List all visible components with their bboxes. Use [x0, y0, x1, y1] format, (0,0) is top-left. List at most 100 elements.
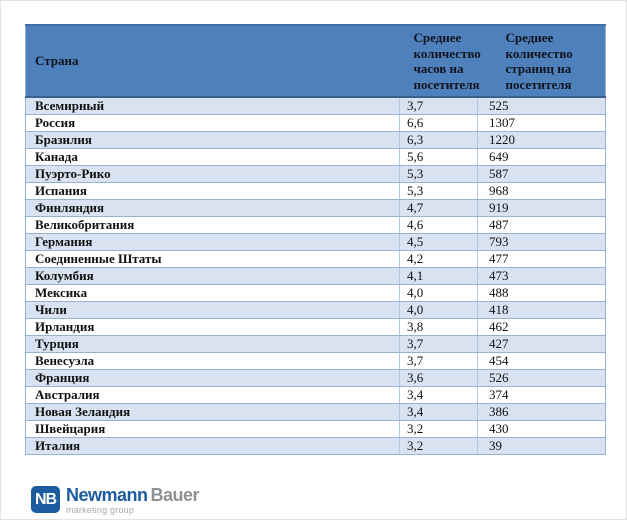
- cell-hours: 5,3: [399, 165, 478, 183]
- cell-pages: 418: [477, 301, 606, 319]
- cell-pages: 649: [477, 148, 606, 166]
- table-row: Венесуэла 3,7 454: [25, 352, 606, 370]
- cell-pages: 427: [477, 335, 606, 353]
- cell-pages: 386: [477, 403, 606, 421]
- cell-country: Соединенные Штаты: [25, 250, 400, 268]
- cell-country: Канада: [25, 148, 400, 166]
- cell-hours: 3,7: [399, 96, 478, 115]
- table-row: Соединенные Штаты 4,2 477: [25, 250, 606, 268]
- table-row: Германия 4,5 793: [25, 233, 606, 251]
- table-row: Россия 6,6 1307: [25, 114, 606, 132]
- logo-name-primary: Newmann: [66, 485, 148, 505]
- cell-pages: 487: [477, 216, 606, 234]
- newmann-bauer-logo: NB Newmann Bauer marketing group: [31, 485, 200, 515]
- cell-pages: 968: [477, 182, 606, 200]
- cell-pages: 587: [477, 165, 606, 183]
- table-row: Новая Зеландия 3,4 386: [25, 403, 606, 421]
- table-row: Всемирный 3,7 525: [25, 96, 606, 115]
- cell-country: Мексика: [25, 284, 400, 302]
- cell-country: Германия: [25, 233, 400, 251]
- cell-country: Ирландия: [25, 318, 400, 336]
- cell-pages: 526: [477, 369, 606, 387]
- cell-hours: 6,3: [399, 131, 478, 149]
- cell-hours: 6,6: [399, 114, 478, 132]
- cell-country: Россия: [25, 114, 400, 132]
- cell-pages: 1220: [477, 131, 606, 149]
- cell-country: Италия: [25, 437, 400, 455]
- table-row: Колумбия 4,1 473: [25, 267, 606, 285]
- cell-hours: 3,6: [399, 369, 478, 387]
- cell-pages: 525: [477, 96, 606, 115]
- cell-hours: 4,6: [399, 216, 478, 234]
- header-row: Страна Среднее количество часов на посет…: [25, 24, 606, 98]
- cell-pages: 477: [477, 250, 606, 268]
- cell-hours: 4,2: [399, 250, 478, 268]
- table-row: Ирландия 3,8 462: [25, 318, 606, 336]
- table-row: Финляндия 4,7 919: [25, 199, 606, 217]
- table-body: Всемирный 3,7 525 Россия 6,6 1307 Бразилия 6,3 1…: [25, 96, 606, 455]
- cell-pages: 374: [477, 386, 606, 404]
- cell-country: Бразилия: [25, 131, 400, 149]
- column-header-avg-hours: Среднее количество часов на посетителя: [399, 24, 481, 98]
- cell-hours: 4,0: [399, 301, 478, 319]
- table-row: Мексика 4,0 488: [25, 284, 606, 302]
- column-header-country: Страна: [25, 24, 400, 98]
- cell-hours: 3,7: [399, 335, 478, 353]
- cell-country: Финляндия: [25, 199, 400, 217]
- logo-tagline: marketing group: [66, 505, 135, 515]
- cell-pages: 919: [477, 199, 606, 217]
- cell-pages: 488: [477, 284, 606, 302]
- cell-pages: 473: [477, 267, 606, 285]
- table-row: Великобритания 4,6 487: [25, 216, 606, 234]
- cell-pages: 454: [477, 352, 606, 370]
- cell-pages: 793: [477, 233, 606, 251]
- cell-hours: 4,0: [399, 284, 478, 302]
- table-row: Франция 3,6 526: [25, 369, 606, 387]
- cell-country: Франция: [25, 369, 400, 387]
- logo-name-secondary: Bauer: [150, 485, 200, 505]
- cell-hours: 4,7: [399, 199, 478, 217]
- cell-country: Колумбия: [25, 267, 400, 285]
- cell-country: Венесуэла: [25, 352, 400, 370]
- table-row: Чили 4,0 418: [25, 301, 606, 319]
- cell-country: Австралия: [25, 386, 400, 404]
- cell-hours: 3,4: [399, 386, 478, 404]
- cell-hours: 3,8: [399, 318, 478, 336]
- cell-country: Турция: [25, 335, 400, 353]
- table-row: Турция 3,7 427: [25, 335, 606, 353]
- cell-country: Пуэрто-Рико: [25, 165, 400, 183]
- cell-hours: 3,2: [399, 420, 478, 438]
- cell-hours: 3,2: [399, 437, 478, 455]
- table-row: Испания 5,3 968: [25, 182, 606, 200]
- cell-country: Всемирный: [25, 96, 400, 115]
- cell-country: Великобритания: [25, 216, 400, 234]
- table-row: Италия 3,2 39: [25, 437, 606, 455]
- cell-country: Швейцария: [25, 420, 400, 438]
- statistics-table-container: Страна Среднее количество часов на посет…: [25, 24, 606, 455]
- cell-hours: 4,5: [399, 233, 478, 251]
- table-row: Швейцария 3,2 430: [25, 420, 606, 438]
- table-row: Пуэрто-Рико 5,3 587: [25, 165, 606, 183]
- cell-country: Новая Зеландия: [25, 403, 400, 421]
- cell-pages: 39: [477, 437, 606, 455]
- table-row: Бразилия 6,3 1220: [25, 131, 606, 149]
- cell-hours: 4,1: [399, 267, 478, 285]
- nb-logo-icon: NB: [31, 486, 60, 513]
- column-header-avg-pages: Среднее количество страниц на посетителя: [477, 24, 606, 98]
- cell-pages: 430: [477, 420, 606, 438]
- cell-hours: 5,6: [399, 148, 478, 166]
- statistics-table: Страна Среднее количество часов на посет…: [25, 24, 606, 455]
- table-header: Страна Среднее количество часов на посет…: [25, 24, 606, 98]
- cell-pages: 462: [477, 318, 606, 336]
- cell-hours: 3,4: [399, 403, 478, 421]
- cell-country: Чили: [25, 301, 400, 319]
- cell-country: Испания: [25, 182, 400, 200]
- table-row: Канада 5,6 649: [25, 148, 606, 166]
- cell-hours: 3,7: [399, 352, 478, 370]
- table-row: Австралия 3,4 374: [25, 386, 606, 404]
- logo-company-name: Newmann Bauer: [66, 485, 200, 505]
- cell-hours: 5,3: [399, 182, 478, 200]
- cell-pages: 1307: [477, 114, 606, 132]
- logo-text: Newmann Bauer marketing group: [66, 485, 200, 515]
